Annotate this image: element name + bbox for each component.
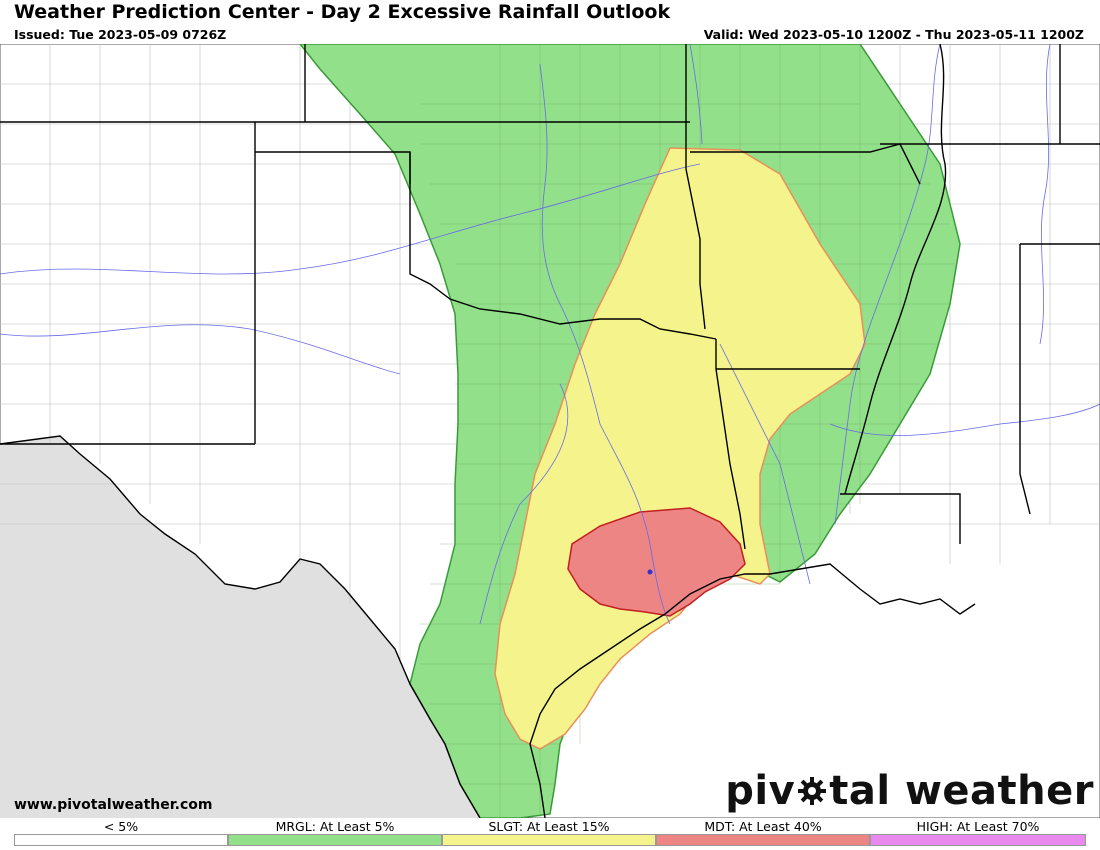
gear-icon xyxy=(798,777,827,805)
legend-label: HIGH: At Least 70% xyxy=(916,819,1040,834)
rivers xyxy=(0,44,1100,625)
outlook-map xyxy=(0,44,1100,818)
legend-swatch xyxy=(14,834,228,846)
brand-suffix: tal weather xyxy=(829,768,1094,814)
valid-period: Valid: Wed 2023-05-10 1200Z - Thu 2023-0… xyxy=(703,27,1084,42)
legend-swatch xyxy=(228,834,442,846)
mexico-area xyxy=(0,436,480,818)
issued-time: Issued: Tue 2023-05-09 0726Z xyxy=(14,27,227,42)
legend-label: MDT: At Least 40% xyxy=(704,819,822,834)
legend-item: MRGL: At Least 5% xyxy=(228,818,442,848)
legend-item: HIGH: At Least 70% xyxy=(870,818,1086,848)
coastline xyxy=(0,435,976,818)
legend-label: < 5% xyxy=(103,819,139,834)
legend-item: SLGT: At Least 15% xyxy=(442,818,656,848)
legend-swatch xyxy=(442,834,656,846)
legend-item: < 5% xyxy=(14,818,228,848)
brand-prefix: piv xyxy=(725,768,796,814)
brand-logo: piv tal weather xyxy=(725,766,1094,814)
state-borders xyxy=(0,44,1100,550)
legend-label: MRGL: At Least 5% xyxy=(275,819,395,834)
legend-item: MDT: At Least 40% xyxy=(656,818,870,848)
map-title: Weather Prediction Center - Day 2 Excess… xyxy=(14,1,671,23)
legend-swatch xyxy=(656,834,870,846)
legend-swatch xyxy=(870,834,1086,846)
legend: < 5% MRGL: At Least 5% SLGT: At Least 15… xyxy=(14,818,1086,848)
city-marker xyxy=(647,569,653,575)
website-url: www.pivotalweather.com xyxy=(14,797,213,813)
legend-label: SLGT: At Least 15% xyxy=(488,819,610,834)
